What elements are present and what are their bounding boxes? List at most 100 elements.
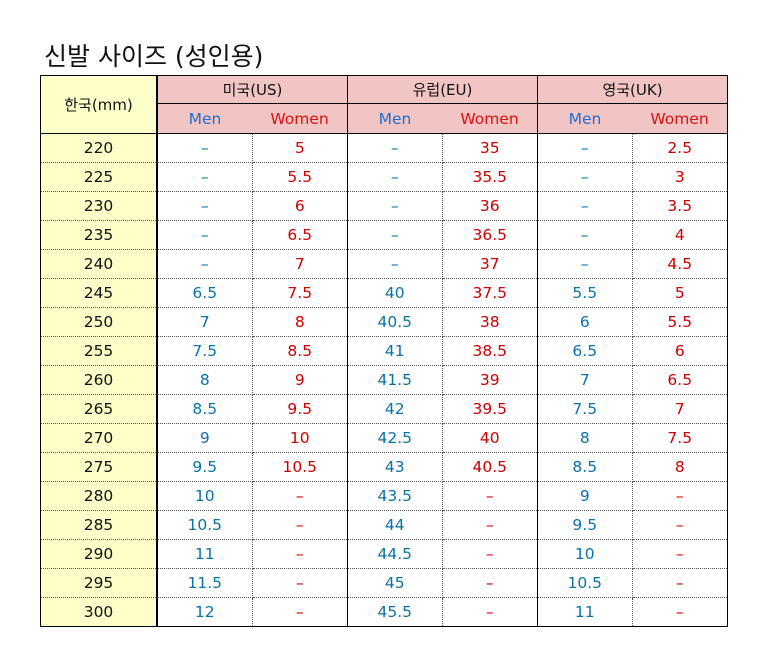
eu-women-cell[interactable]: 35.5 <box>442 162 538 192</box>
us-men-cell[interactable]: 11.5 <box>157 568 253 598</box>
korea-mm-cell[interactable]: 260 <box>40 365 158 395</box>
uk-men-cell[interactable]: 8.5 <box>537 452 633 482</box>
us-men-cell[interactable]: 12 <box>157 597 253 627</box>
eu-men-cell[interactable]: – <box>347 191 443 221</box>
eu-men-cell[interactable]: – <box>347 249 443 279</box>
korea-mm-cell[interactable]: 245 <box>40 278 158 308</box>
eu-men-header[interactable]: Men <box>347 103 442 134</box>
eu-men-cell[interactable]: 40 <box>347 278 443 308</box>
uk-men-cell[interactable]: 5.5 <box>537 278 633 308</box>
eu-group-header[interactable]: 유럽(EU) <box>347 74 538 104</box>
eu-women-cell[interactable]: 38 <box>442 307 538 337</box>
us-women-cell[interactable]: – <box>252 597 348 627</box>
korea-mm-cell[interactable]: 280 <box>40 481 158 511</box>
uk-women-cell[interactable]: 4 <box>632 220 728 250</box>
eu-men-cell[interactable]: 44 <box>347 510 443 540</box>
us-men-cell[interactable]: 10 <box>157 481 253 511</box>
eu-men-cell[interactable]: 43.5 <box>347 481 443 511</box>
uk-women-cell[interactable]: 2.5 <box>632 133 728 163</box>
uk-men-cell[interactable]: – <box>537 133 633 163</box>
korea-mm-cell[interactable]: 235 <box>40 220 158 250</box>
korea-mm-cell[interactable]: 225 <box>40 162 158 192</box>
uk-women-cell[interactable]: 7.5 <box>632 423 728 453</box>
uk-women-cell[interactable]: 4.5 <box>632 249 728 279</box>
us-women-cell[interactable]: 6 <box>252 191 348 221</box>
uk-men-cell[interactable]: – <box>537 249 633 279</box>
us-men-header[interactable]: Men <box>156 103 252 134</box>
korea-mm-cell[interactable]: 255 <box>40 336 158 366</box>
korea-mm-cell[interactable]: 230 <box>40 191 158 221</box>
us-women-cell[interactable]: 7.5 <box>252 278 348 308</box>
us-women-cell[interactable]: – <box>252 510 348 540</box>
korea-mm-header[interactable]: 한국(mm) <box>40 75 158 134</box>
us-women-cell[interactable]: 9 <box>252 365 348 395</box>
us-men-cell[interactable]: – <box>157 220 253 250</box>
uk-men-cell[interactable]: 9.5 <box>537 510 633 540</box>
korea-mm-cell[interactable]: 270 <box>40 423 158 453</box>
eu-women-cell[interactable]: 37.5 <box>442 278 538 308</box>
eu-men-cell[interactable]: 43 <box>347 452 443 482</box>
us-women-cell[interactable]: – <box>252 568 348 598</box>
us-women-cell[interactable]: 8.5 <box>252 336 348 366</box>
uk-group-header[interactable]: 영국(UK) <box>537 74 728 104</box>
us-women-cell[interactable]: 7 <box>252 249 348 279</box>
eu-men-cell[interactable]: 42.5 <box>347 423 443 453</box>
us-group-header[interactable]: 미국(US) <box>156 74 348 104</box>
uk-women-cell[interactable]: 6 <box>632 336 728 366</box>
eu-women-cell[interactable]: – <box>442 597 538 627</box>
us-women-cell[interactable]: – <box>252 539 348 569</box>
eu-women-cell[interactable]: 39 <box>442 365 538 395</box>
uk-men-cell[interactable]: 7 <box>537 365 633 395</box>
us-men-cell[interactable]: 8 <box>157 365 253 395</box>
eu-women-cell[interactable]: – <box>442 510 538 540</box>
uk-men-cell[interactable]: – <box>537 162 633 192</box>
korea-mm-cell[interactable]: 285 <box>40 510 158 540</box>
us-women-cell[interactable]: 5.5 <box>252 162 348 192</box>
us-men-cell[interactable]: 7.5 <box>157 336 253 366</box>
korea-mm-cell[interactable]: 265 <box>40 394 158 424</box>
uk-women-cell[interactable]: 7 <box>632 394 728 424</box>
eu-men-cell[interactable]: – <box>347 133 443 163</box>
korea-mm-cell[interactable]: 220 <box>40 133 158 163</box>
uk-women-cell[interactable]: – <box>632 481 728 511</box>
us-men-cell[interactable]: 6.5 <box>157 278 253 308</box>
us-men-cell[interactable]: – <box>157 162 253 192</box>
uk-men-cell[interactable]: 6 <box>537 307 633 337</box>
us-men-cell[interactable]: 11 <box>157 539 253 569</box>
korea-mm-cell[interactable]: 250 <box>40 307 158 337</box>
us-men-cell[interactable]: – <box>157 191 253 221</box>
eu-women-cell[interactable]: 40.5 <box>442 452 538 482</box>
uk-women-cell[interactable]: 5 <box>632 278 728 308</box>
eu-men-cell[interactable]: – <box>347 162 443 192</box>
uk-men-cell[interactable]: 7.5 <box>537 394 633 424</box>
us-men-cell[interactable]: 8.5 <box>157 394 253 424</box>
korea-mm-cell[interactable]: 240 <box>40 249 158 279</box>
uk-women-cell[interactable]: 5.5 <box>632 307 728 337</box>
us-women-cell[interactable]: 9.5 <box>252 394 348 424</box>
eu-men-cell[interactable]: 44.5 <box>347 539 443 569</box>
eu-women-cell[interactable]: 36.5 <box>442 220 538 250</box>
eu-men-cell[interactable]: 40.5 <box>347 307 443 337</box>
eu-women-cell[interactable]: – <box>442 539 538 569</box>
korea-mm-cell[interactable]: 295 <box>40 568 158 598</box>
korea-mm-cell[interactable]: 300 <box>40 597 158 627</box>
eu-men-cell[interactable]: 41.5 <box>347 365 443 395</box>
uk-men-cell[interactable]: 10.5 <box>537 568 633 598</box>
uk-women-cell[interactable]: – <box>632 597 728 627</box>
us-men-cell[interactable]: – <box>157 133 253 163</box>
uk-women-cell[interactable]: – <box>632 510 728 540</box>
uk-men-cell[interactable]: 9 <box>537 481 633 511</box>
us-women-cell[interactable]: 5 <box>252 133 348 163</box>
us-women-cell[interactable]: 6.5 <box>252 220 348 250</box>
us-men-cell[interactable]: – <box>157 249 253 279</box>
uk-men-cell[interactable]: 8 <box>537 423 633 453</box>
us-women-header[interactable]: Women <box>252 103 348 134</box>
uk-men-cell[interactable]: – <box>537 220 633 250</box>
eu-men-cell[interactable]: 42 <box>347 394 443 424</box>
eu-women-cell[interactable]: 37 <box>442 249 538 279</box>
eu-women-cell[interactable]: 35 <box>442 133 538 163</box>
uk-women-cell[interactable]: – <box>632 568 728 598</box>
korea-mm-cell[interactable]: 275 <box>40 452 158 482</box>
uk-men-cell[interactable]: – <box>537 191 633 221</box>
eu-women-header[interactable]: Women <box>442 103 538 134</box>
